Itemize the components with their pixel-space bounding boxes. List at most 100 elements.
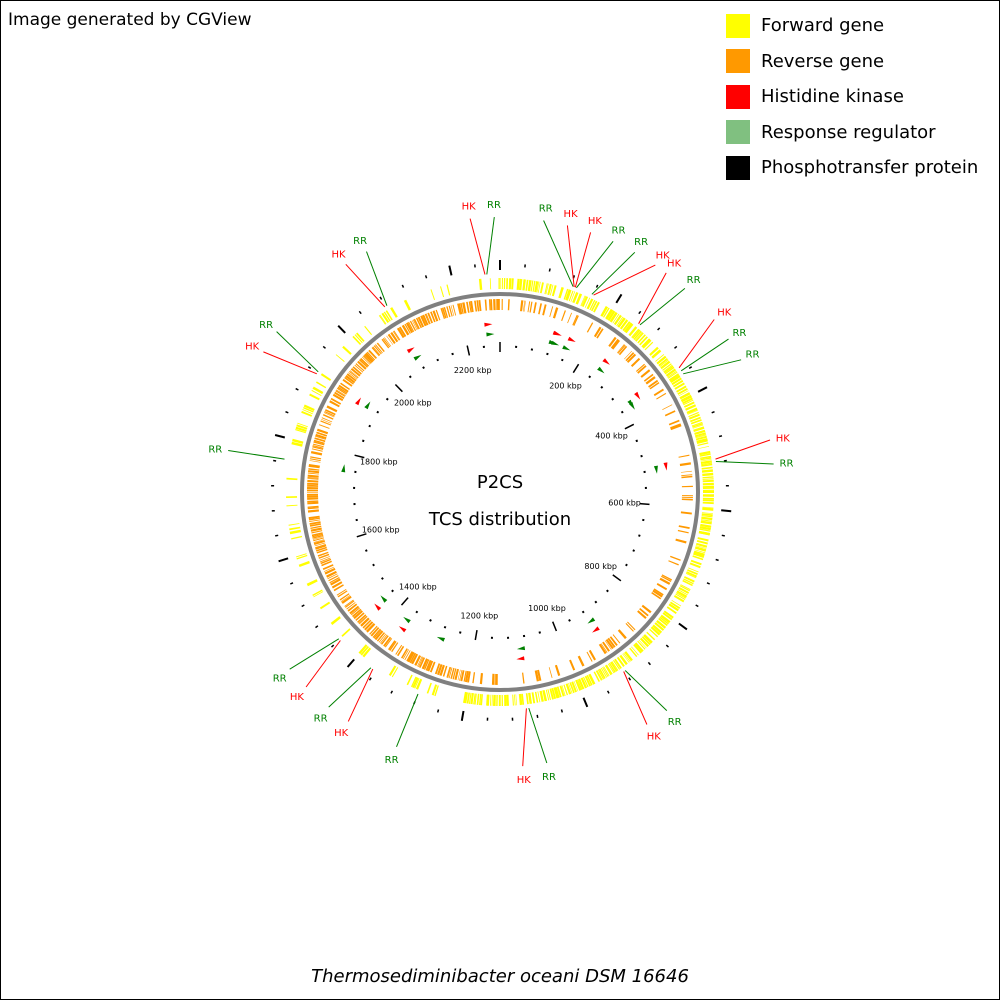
reverse-gene <box>552 307 559 319</box>
reverse-gene <box>346 373 357 382</box>
phosphotransfer-protein-swatch <box>726 155 750 180</box>
reverse-gene <box>424 313 431 325</box>
reverse-gene <box>316 431 328 437</box>
outer-tick <box>721 534 725 537</box>
forward-gene <box>699 453 711 457</box>
forward-gene <box>695 545 707 549</box>
hk-callout-line <box>305 640 341 688</box>
forward-gene <box>699 528 711 532</box>
rr-callout-line <box>528 707 548 764</box>
forward-gene <box>629 647 638 657</box>
forward-gene <box>295 429 306 434</box>
reverse-gene <box>308 470 320 474</box>
forward-gene <box>622 321 631 332</box>
reverse-gene <box>656 583 668 591</box>
reverse-gene <box>593 326 602 338</box>
outer-tick <box>285 411 289 414</box>
reverse-gene-swatch <box>726 49 750 74</box>
reverse-gene <box>327 573 338 580</box>
inner-tick <box>466 345 471 356</box>
forward-gene <box>525 693 529 705</box>
reverse-gene <box>371 347 380 357</box>
forward-gene <box>289 526 301 531</box>
forward-gene <box>593 671 600 682</box>
forward-gene <box>591 300 598 312</box>
forward-gene <box>319 601 331 610</box>
forward-gene <box>694 429 706 435</box>
reverse-gene <box>681 496 693 498</box>
reverse-gene <box>398 326 407 337</box>
forward-gene <box>686 407 698 415</box>
hk-marker <box>567 336 576 342</box>
forward-gene <box>511 278 514 290</box>
forward-gene <box>697 537 709 542</box>
forward-gene <box>696 438 708 443</box>
outer-tick <box>595 284 599 288</box>
inner-tick <box>385 397 389 401</box>
forward-gene <box>699 526 711 531</box>
forward-gene <box>537 281 541 293</box>
forward-gene <box>665 368 677 377</box>
reverse-gene <box>307 482 319 485</box>
reverse-gene <box>446 306 451 318</box>
reverse-gene <box>523 300 526 312</box>
reverse-gene <box>639 608 649 617</box>
reverse-gene <box>316 546 327 552</box>
forward-gene <box>677 388 688 395</box>
reverse-gene <box>309 519 321 522</box>
inner-tick <box>391 589 394 593</box>
reverse-gene <box>309 521 321 525</box>
rr-callout-line <box>683 359 742 375</box>
reverse-gene <box>678 454 690 458</box>
forward-gene <box>493 694 496 706</box>
inner-tick <box>354 454 365 459</box>
reverse-gene <box>369 625 378 635</box>
forward-gene <box>668 373 680 382</box>
rr-marker <box>628 401 635 410</box>
reverse-gene <box>359 616 368 625</box>
reverse-gene <box>395 644 403 655</box>
forward-gene <box>286 477 298 481</box>
reverse-gene <box>306 491 318 493</box>
hk-marker <box>406 347 415 354</box>
reverse-gene <box>586 651 593 662</box>
reverse-gene <box>338 384 349 393</box>
reverse-gene <box>307 478 319 480</box>
reverse-gene <box>342 378 353 387</box>
reverse-gene <box>319 424 330 429</box>
inner-tick <box>381 577 384 580</box>
reverse-gene <box>427 660 434 672</box>
forward-gene <box>649 628 659 638</box>
reverse-gene <box>334 391 345 399</box>
hk-callout-label: HK <box>334 728 349 739</box>
response-regulator-swatch <box>726 120 750 145</box>
inner-tick <box>459 631 462 634</box>
rr-marker <box>516 646 526 651</box>
forward-gene <box>313 591 324 598</box>
reverse-gene <box>522 672 525 684</box>
rr-marker <box>436 636 445 642</box>
forward-gene <box>688 411 699 418</box>
forward-gene <box>669 375 681 383</box>
forward-gene <box>700 455 712 459</box>
cgview-credit: Image generated by CGView <box>8 10 252 30</box>
reverse-gene <box>529 301 533 313</box>
forward-gene <box>631 328 640 338</box>
forward-gene <box>596 670 603 681</box>
reverse-gene <box>625 623 634 632</box>
reverse-gene <box>307 497 319 500</box>
hk-marker <box>634 391 641 400</box>
reverse-gene <box>307 484 319 487</box>
reverse-gene <box>373 629 382 639</box>
backbone-ring <box>300 292 700 692</box>
reverse-gene <box>306 493 318 496</box>
forward-gene <box>403 299 411 311</box>
forward-gene <box>692 423 703 428</box>
reverse-gene <box>313 439 325 444</box>
reverse-gene <box>348 372 358 380</box>
inner-tick <box>588 375 592 379</box>
reverse-gene <box>656 392 667 400</box>
inner-tick <box>361 439 365 443</box>
reverse-gene <box>380 634 388 644</box>
reverse-gene <box>411 320 418 331</box>
